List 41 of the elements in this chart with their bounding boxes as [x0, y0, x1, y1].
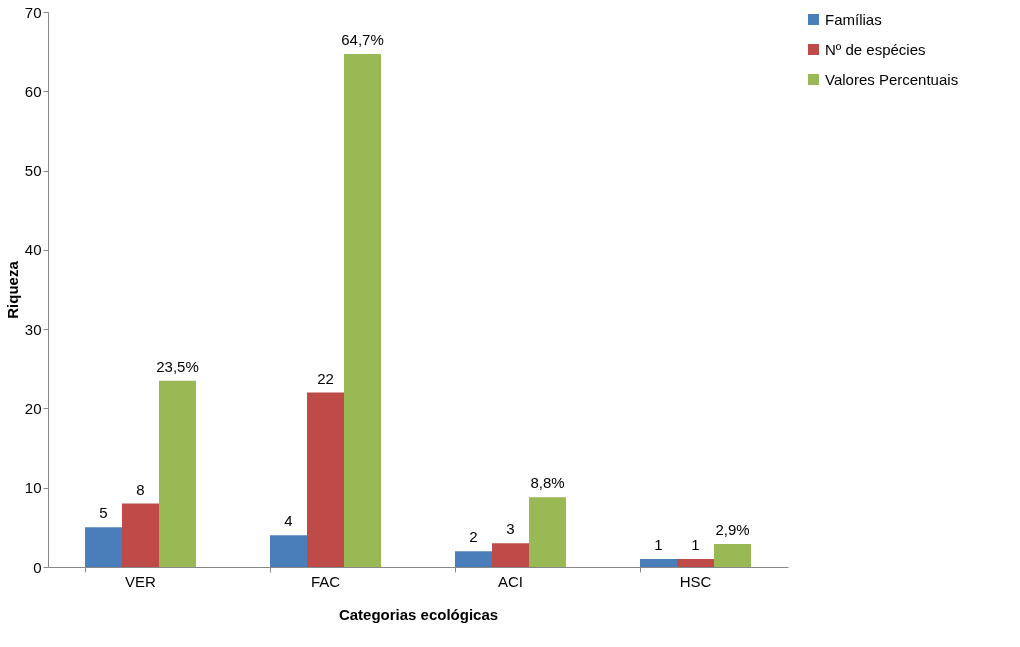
- x-axis-title: Categorias ecológicas: [338, 605, 499, 623]
- bar: [714, 544, 751, 567]
- x-tick-label: VER: [125, 572, 157, 590]
- x-tick-label: FAC: [310, 572, 341, 590]
- x-tick-label: HSC: [679, 572, 712, 590]
- legend-label: Nº de espécies: [825, 40, 926, 58]
- legend-label: Famílias: [825, 10, 882, 28]
- y-tick-label: 40: [24, 241, 42, 259]
- bar: [85, 527, 122, 567]
- bar: [307, 392, 344, 567]
- y-tick-label: 20: [24, 399, 42, 417]
- y-tick-label: 70: [24, 3, 42, 21]
- data-label: 1: [691, 536, 700, 554]
- data-label: 64,7%: [341, 31, 384, 49]
- data-label: 2: [469, 528, 478, 546]
- legend-label: Valores Percentuais: [825, 70, 959, 88]
- y-tick-label: 30: [24, 320, 42, 338]
- data-label: 22: [317, 369, 334, 387]
- data-label: 1: [654, 536, 663, 554]
- data-label: 4: [284, 512, 293, 530]
- bar: [677, 559, 714, 567]
- data-label: 23,5%: [156, 357, 199, 375]
- data-label: 2,9%: [715, 521, 750, 539]
- y-tick-label: 0: [33, 558, 42, 576]
- bar: [159, 380, 196, 567]
- y-axis-title: Riqueza: [3, 260, 21, 319]
- bar: [344, 54, 381, 567]
- bar: [270, 535, 307, 567]
- bar: [640, 559, 677, 567]
- y-tick-label: 10: [24, 479, 42, 497]
- bar: [492, 543, 529, 567]
- bar: [529, 497, 566, 567]
- y-tick-label: 60: [24, 82, 42, 100]
- data-label: 8,8%: [530, 474, 565, 492]
- data-label: 8: [136, 480, 145, 498]
- bar: [455, 551, 492, 567]
- data-label: 5: [99, 504, 108, 522]
- data-label: 3: [506, 520, 515, 538]
- x-tick-label: ACI: [497, 572, 524, 590]
- y-tick-label: 50: [24, 162, 42, 180]
- bar: [122, 503, 159, 567]
